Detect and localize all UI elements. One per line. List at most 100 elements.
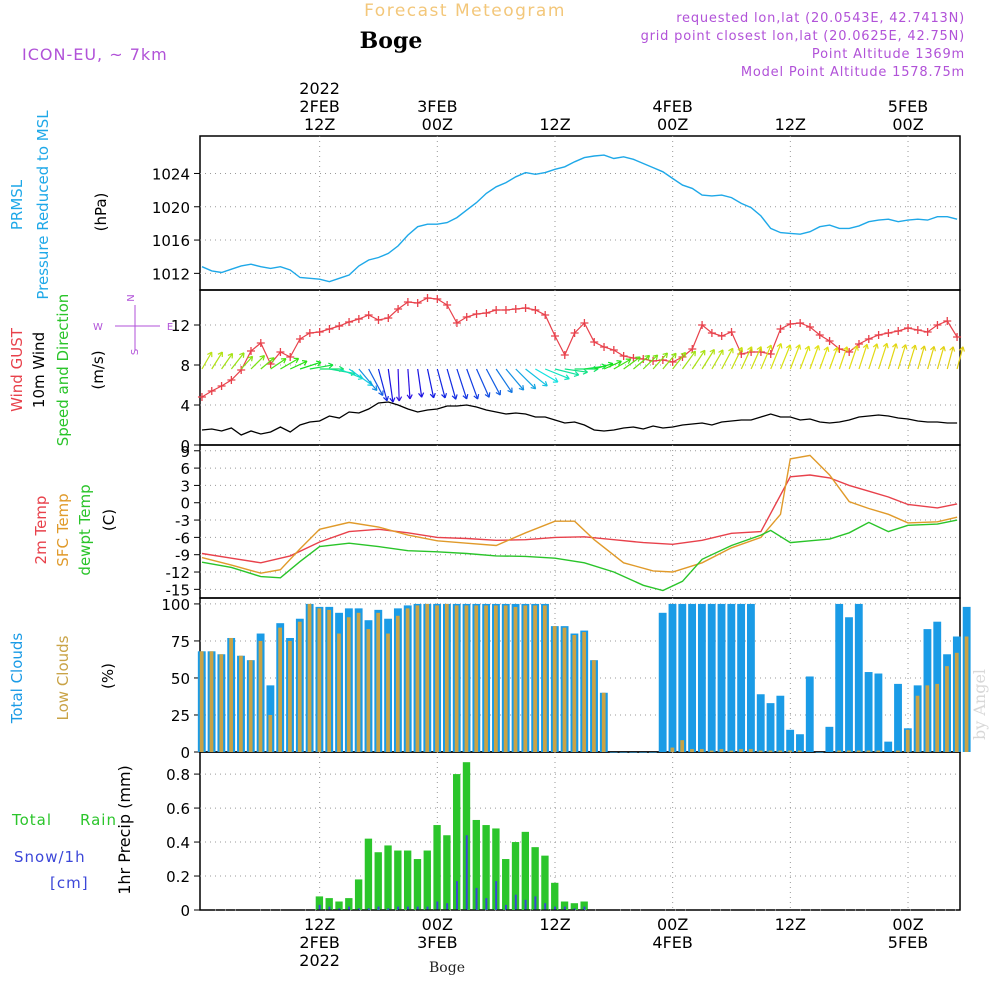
gust-marker [354,315,363,323]
clouds-unit-label: (%) [99,663,117,689]
cloud-low-bar [768,750,773,752]
cloud-low-bar [601,692,606,752]
gust-marker [717,332,726,340]
wind-arrow [515,368,537,390]
wind-arrow [260,357,275,370]
gust-marker [550,332,559,340]
wind-arrow-shaft [858,344,868,370]
gust-marker [423,294,432,302]
wind-arrow-head [473,394,480,400]
wind-arrow-head [737,346,744,353]
wind-arrow-shaft [299,361,322,370]
wind-arrow-shaft [848,345,858,370]
wind-arrow-shaft [819,346,829,370]
rain-bar [345,898,353,910]
wind-arrow [387,368,396,403]
wind-arrow-head [872,343,879,349]
wind-arrow-shaft [535,368,559,383]
wind-arrow-shaft [475,368,490,398]
wind-arrow [309,362,334,370]
cloud-total-bar [609,752,618,753]
gust-marker [521,304,530,312]
cloud-low-bar [366,629,371,752]
gust-label: Wind GUST [8,327,26,412]
pressure-line [201,154,958,283]
wind-arrow-shaft [309,364,334,370]
cloud-low-bar [709,750,714,752]
wind-arrow-head [882,342,889,349]
wind-arrow-shaft [711,349,724,370]
wind-arrow-head [814,345,821,351]
wind-arrow-shaft [387,368,394,403]
wind-arrow-head [892,343,898,349]
wind-arrow [299,360,322,370]
y-tick-label: 0.8 [166,766,190,784]
precip-unit-label: 1hr Precip (mm) [115,765,134,895]
gust-marker [384,314,393,322]
temp-line-dewpt-temp [201,519,958,592]
gust-marker [854,340,863,348]
wind-arrow [652,352,669,370]
wind-arrow-shaft [436,368,446,399]
gust-marker [786,320,795,328]
wind-arrow [711,349,724,370]
gust-marker [276,348,285,356]
wind-arrow-shaft [260,357,275,370]
wind-arrow-head [958,346,965,352]
wind-arrow-shaft [799,345,810,370]
y-tick-label: 0 [180,902,190,920]
cloud-low-bar [915,695,920,752]
wind-arrow-head [930,345,936,352]
y-tick-label: 3 [180,477,190,495]
bottom-time-label: 00Z [892,915,923,934]
top-time-label: 12Z [775,115,806,134]
wind-arrow-shaft [594,363,614,370]
wind-arrow [505,368,525,391]
cloud-total-bar [805,676,814,752]
rain-bar [560,901,569,910]
wind-arrow-head [378,390,384,397]
wind-arrow-head [644,354,651,361]
gust-marker [609,346,618,354]
gust-marker [796,319,805,327]
wind-arrow [270,358,287,370]
wind-arrow-head [747,346,753,352]
gust-line [201,297,958,398]
wind-arrow [211,351,223,370]
precip-snow-unit-label: [cm] [50,874,89,892]
bottom-time-label: 12Z [775,915,806,934]
gust-marker [619,352,628,360]
cloud-low-bar [758,750,763,752]
requested-coords: requested lon,lat (20.0543E, 42.7413N) [676,11,965,26]
snow-bar [318,904,321,910]
wind-arrow-head [217,351,223,358]
rain-bar [433,825,441,910]
wind-arrow-head [635,356,641,362]
cloud-low-bar [268,714,273,752]
cloud-total-bar [894,683,902,752]
gust-marker [374,316,383,324]
cloud-low-bar [954,652,959,752]
gust-marker [286,353,295,361]
gust-marker [805,323,814,331]
top-time-label: 12Z [304,115,335,134]
gust-marker [668,358,677,366]
rain-bar [364,838,373,910]
wind-direction-label: Speed and Direction [54,294,72,447]
cloud-total-bar [658,612,667,752]
cloud-total-bar [884,741,893,752]
wind-arrow-shaft [927,346,935,370]
bottom-time-label: 12Z [539,915,570,934]
app-title: Forecast Meteogram [364,1,566,21]
wind-arrow-head [462,393,469,400]
temp-sfc-label: SFC Temp [54,493,72,566]
gust-marker [237,366,246,374]
y-tick-label: 6 [180,460,190,478]
cloud-total-bar [747,603,755,752]
gust-marker [325,325,334,333]
snow-bar [495,881,498,910]
wind-arrow-head [652,354,659,361]
wind-arrow [760,344,773,370]
cloud-total-bar [756,694,765,752]
snow-bar [475,887,478,910]
